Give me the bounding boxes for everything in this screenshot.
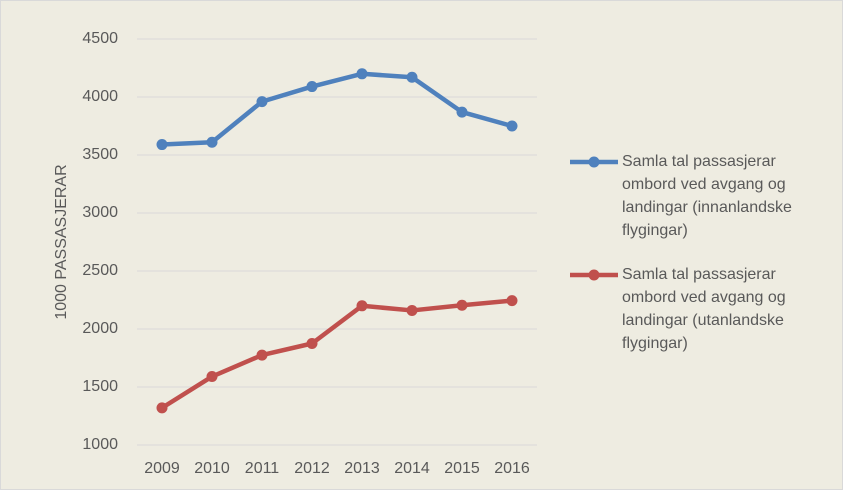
data-point — [156, 139, 168, 151]
x-tick-label: 2014 — [394, 460, 430, 477]
y-tick-label: 2000 — [82, 320, 118, 337]
x-tick-label: 2016 — [494, 460, 530, 477]
data-point — [356, 68, 368, 80]
series-line — [160, 298, 513, 410]
y-tick-label: 1500 — [82, 378, 118, 395]
data-point — [356, 300, 368, 312]
legend-label: Samla tal passasjerar ombord ved avgang … — [622, 153, 792, 239]
x-tick-label: 2012 — [294, 460, 330, 477]
data-point — [506, 295, 518, 307]
series-line — [161, 71, 513, 147]
x-tick-label: 2011 — [245, 460, 280, 477]
data-point — [406, 71, 418, 83]
data-point — [206, 371, 218, 383]
y-tick-label: 4000 — [82, 88, 118, 105]
data-point — [456, 299, 468, 311]
y-tick-label: 2500 — [82, 262, 118, 279]
data-point — [156, 402, 168, 414]
data-point — [256, 96, 268, 108]
legend-marker — [588, 156, 600, 168]
data-point — [256, 349, 268, 361]
data-point — [306, 81, 318, 93]
y-tick-label: 3000 — [82, 204, 118, 221]
legend-label: Samla tal passasjerar ombord ved avgang … — [622, 266, 786, 352]
data-point — [406, 304, 418, 316]
x-tick-label: 2009 — [144, 460, 180, 477]
data-point — [506, 120, 518, 132]
y-tick-label: 3500 — [82, 146, 118, 163]
data-point — [306, 338, 318, 349]
legend-marker — [588, 269, 600, 281]
y-axis-label: 1000 PASSASJERAR — [53, 164, 70, 319]
data-point — [456, 106, 468, 118]
x-tick-label: 2013 — [344, 460, 380, 477]
y-tick-label: 1000 — [82, 436, 118, 453]
y-tick-label: 4500 — [82, 30, 118, 47]
x-tick-label: 2010 — [194, 460, 230, 477]
x-tick-label: 2015 — [444, 460, 480, 477]
data-point — [206, 136, 218, 148]
